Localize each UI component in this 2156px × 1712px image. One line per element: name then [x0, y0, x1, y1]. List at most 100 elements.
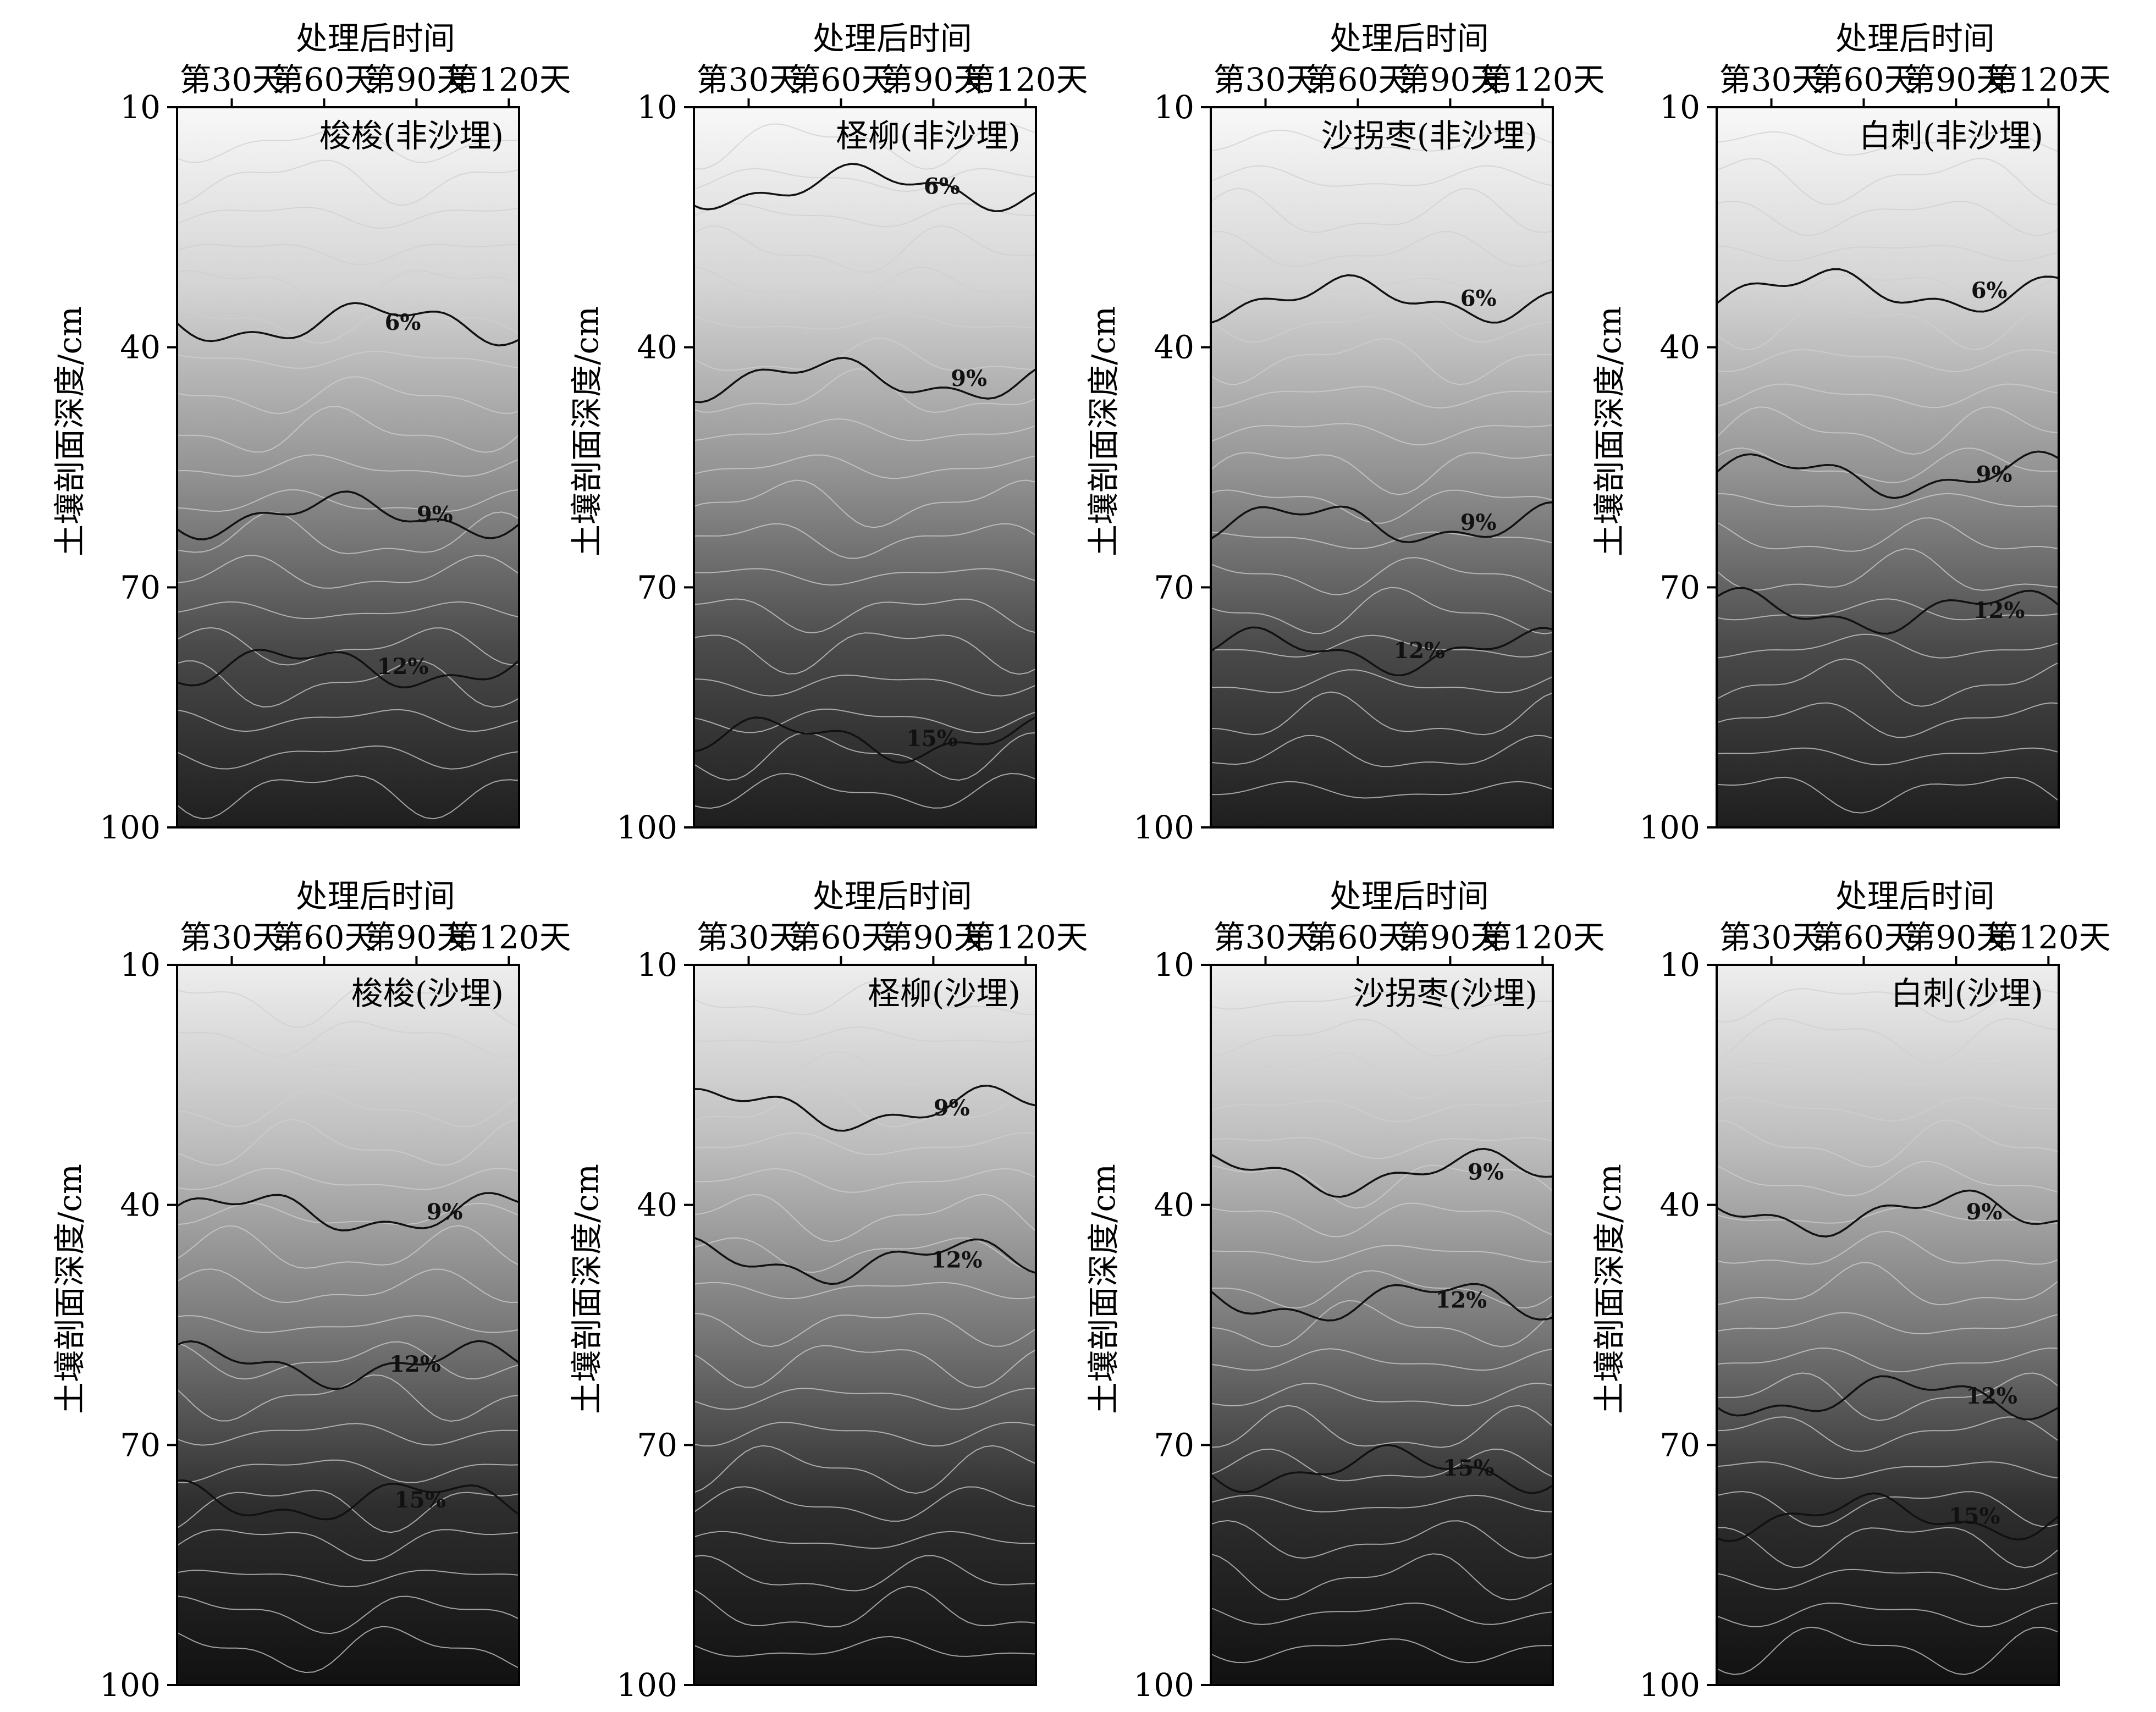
plot-frame — [1210, 106, 1554, 829]
isoline — [1717, 747, 2059, 766]
moisture-field — [1211, 107, 1553, 827]
contour-label: 9% — [951, 366, 987, 391]
moisture-field — [1211, 965, 1553, 1685]
isoline — [1211, 734, 1553, 767]
isoline — [1211, 669, 1553, 693]
contour-label: 6% — [1460, 285, 1497, 311]
y-tick-label: 100 — [616, 809, 677, 846]
contour-label: 9% — [1976, 462, 2012, 488]
isoline — [1717, 633, 2059, 659]
contour-label: 12% — [389, 1351, 441, 1377]
isoline — [177, 1064, 519, 1083]
isoline — [694, 454, 1036, 479]
isoline — [694, 1237, 1036, 1273]
moisture-field — [694, 965, 1036, 1685]
isoline — [1717, 1312, 2059, 1335]
x-tick-label: 第120天 — [1480, 919, 1605, 956]
isoline — [1211, 1052, 1553, 1099]
isoline — [1211, 278, 1553, 296]
x-axis-label: 处理后时间 — [813, 877, 972, 915]
isoline — [694, 1312, 1036, 1347]
contour-label: 9% — [427, 1199, 463, 1225]
x-tick-label: 第90天 — [1904, 919, 2008, 956]
x-tick-label: 第60天 — [272, 61, 377, 98]
x-tick-label: 第120天 — [1986, 919, 2111, 956]
isoline — [177, 159, 519, 206]
y-tick-label: 10 — [1659, 946, 1700, 984]
isoline — [694, 1194, 1036, 1242]
isoline — [177, 206, 519, 229]
isoline — [694, 1082, 1036, 1128]
x-tick-label: 第30天 — [1214, 919, 1318, 956]
isoline — [694, 1636, 1036, 1657]
x-tick-label: 第120天 — [1480, 61, 1605, 98]
isoline — [177, 1374, 519, 1422]
y-axis-label: 土壤剖面深度/cm — [1591, 1164, 1628, 1414]
contour-line — [1211, 1444, 1553, 1494]
isoline — [1717, 658, 2059, 707]
x-tick-label: 第30天 — [1719, 919, 1824, 956]
isoline — [177, 511, 519, 555]
isoline — [177, 1119, 519, 1166]
panel-title: 沙拐枣(非沙埋) — [1321, 117, 1537, 154]
y-tick-label: 10 — [1659, 89, 1700, 126]
y-tick-label: 40 — [120, 329, 161, 366]
isoline — [1211, 991, 1553, 1010]
isoline — [1717, 1602, 2059, 1627]
contour-line — [177, 1479, 519, 1521]
y-tick-label: 10 — [1154, 89, 1194, 126]
isoline — [177, 1529, 519, 1562]
isoline — [694, 1586, 1036, 1628]
isoline — [694, 1555, 1036, 1592]
contour-line — [694, 163, 1036, 212]
x-tick-label: 第30天 — [1719, 61, 1824, 98]
y-axis-label: 土壤剖面深度/cm — [51, 1164, 89, 1414]
plot-frame — [1716, 106, 2060, 829]
contour-line — [1211, 501, 1553, 544]
isoline — [1211, 781, 1553, 799]
isoline — [177, 1626, 519, 1674]
contour-label: 15% — [1949, 1503, 2000, 1529]
panel-title: 柽柳(非沙埋) — [836, 117, 1021, 154]
isoline — [694, 772, 1036, 809]
isoline — [1211, 1270, 1553, 1309]
plot-frame — [176, 106, 520, 829]
isoline — [1211, 1494, 1553, 1513]
isoline — [177, 308, 519, 344]
isoline — [1717, 1372, 2059, 1421]
isoline — [1717, 598, 2059, 621]
isoline — [1211, 1553, 1553, 1601]
x-tick-label: 第120天 — [963, 919, 1088, 956]
panel-title: 柽柳(沙埋) — [868, 975, 1021, 1012]
isoline — [694, 523, 1036, 559]
isoline — [177, 982, 519, 1029]
isoline — [694, 1051, 1036, 1086]
isoline — [1211, 1602, 1553, 1625]
isoline — [1211, 1245, 1553, 1263]
y-tick-label: 40 — [1154, 1186, 1194, 1224]
y-tick-label: 70 — [1154, 1426, 1194, 1464]
y-tick-label: 70 — [637, 1426, 677, 1464]
contour-line — [1211, 1147, 1553, 1198]
isoline — [1211, 386, 1553, 409]
isoline — [1211, 1300, 1553, 1347]
isoline — [1211, 1638, 1553, 1664]
isoline — [177, 1315, 519, 1333]
x-axis-label: 处理后时间 — [296, 20, 455, 57]
plot-frame — [1716, 964, 2060, 1686]
isoline — [1211, 1019, 1553, 1057]
contour-line — [177, 649, 519, 689]
isoline — [1211, 230, 1553, 267]
x-tick-label: 第60天 — [789, 61, 894, 98]
y-tick-label: 40 — [120, 1186, 161, 1224]
x-tick-label: 第60天 — [789, 919, 894, 956]
y-tick-label: 100 — [1639, 1666, 1700, 1704]
contour-line — [177, 1340, 519, 1390]
isoline — [177, 350, 519, 369]
x-tick-label: 第90天 — [881, 919, 985, 956]
contour-line — [694, 1084, 1036, 1132]
contour-line — [1211, 274, 1553, 324]
isoline — [1717, 305, 2059, 351]
